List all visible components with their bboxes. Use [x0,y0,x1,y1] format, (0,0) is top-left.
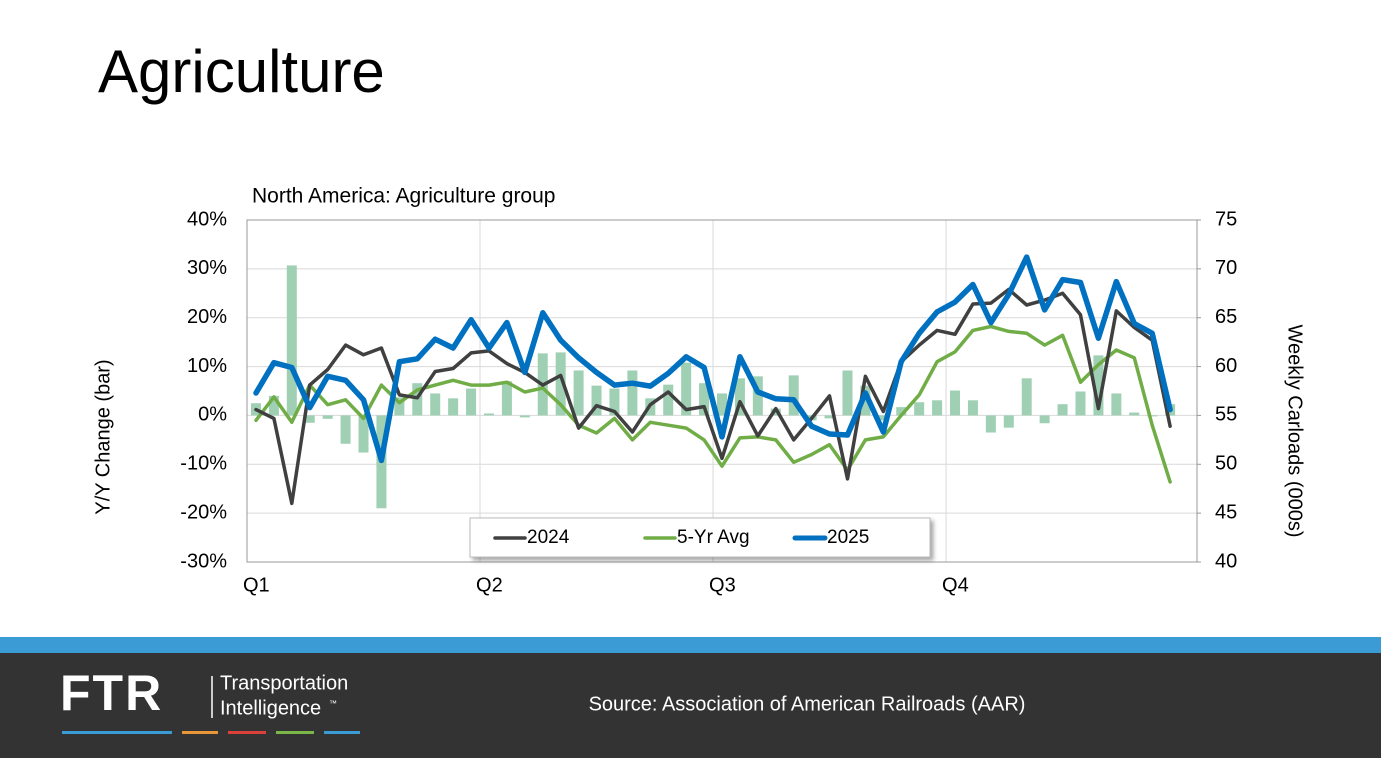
bar [573,370,584,416]
bar [609,388,620,416]
y-tick-label: -30% [180,550,227,572]
bar [932,400,943,416]
bar [1057,404,1068,416]
logo-text: Intelligence [220,697,321,719]
y-axis-title: Y/Y Change (bar) [92,359,114,514]
bar [717,393,727,416]
bar [1147,415,1158,417]
bar [1093,355,1104,416]
bar [501,381,512,416]
bar [466,388,477,416]
y2-tick-label: 50 [1215,453,1237,475]
y2-tick-label: 70 [1215,257,1237,279]
bar [842,370,853,416]
bar [878,415,889,421]
bar [1021,378,1032,416]
bar [1129,412,1140,416]
legend-box [469,517,931,558]
bar [985,415,996,433]
plot-border [246,219,1198,563]
footer [0,653,1381,758]
y2-tick-label: 55 [1215,404,1237,426]
y2-tick-label: 40 [1215,550,1237,572]
bar [914,402,925,416]
plot: -30% -20% -10% 0% 10% 20% 30% 40% 40 45 50 55 60 65 70… [180,208,1237,596]
bar [1111,393,1122,416]
bar [896,407,907,416]
bar [824,415,835,419]
logo-text: Transportation [220,672,348,694]
bar [950,390,961,416]
bar [699,383,710,416]
logo-stripe [62,731,172,734]
y-tick-label: 40% [187,208,227,230]
y-tick-label: 30% [187,257,227,279]
y-tick-label: -10% [180,453,227,475]
x-tick-label: Q4 [942,574,969,596]
bar [358,415,369,453]
logo-stripe [182,731,218,734]
bar [483,413,494,416]
logo-stripe [228,731,266,734]
bar [967,400,978,416]
x-tick-label: Q2 [476,574,503,596]
footer-band [0,637,1381,653]
bar [268,395,279,416]
bar [1003,415,1014,428]
bar [519,415,530,418]
bar [752,376,763,416]
bar [1075,391,1086,416]
legend-label: 5-Yr Avg [677,527,750,548]
y-tick-label: -20% [180,501,227,523]
y2-axis-title: Weekly Carloads (000s) [1284,324,1306,537]
y2-tick-label: 75 [1215,208,1237,230]
source-note: Source: Association of American Railroad… [589,693,1026,715]
bar [627,370,638,416]
bar [394,397,405,416]
bar [340,415,351,444]
bar [681,362,692,416]
y2-tick-label: 60 [1215,355,1237,377]
bar [322,415,333,419]
line-series [253,254,1173,464]
x-tick-label: Q3 [709,574,736,596]
plot-area [246,219,1198,563]
bar [591,385,602,416]
logo-stripe [324,731,360,734]
bar [555,352,566,416]
bar [860,385,871,416]
y2-tick-label: 65 [1215,306,1237,328]
bar [1039,415,1050,424]
bar [286,265,297,416]
logo-stripe [276,731,314,734]
legend-label: 2025 [827,527,869,548]
y2-tick-label: 45 [1215,501,1237,523]
y-tick-label: 20% [187,306,227,328]
bar [788,375,799,416]
bar [663,384,674,416]
trademark: ™ [329,699,337,708]
legend: 2024 5-Yr Avg 2025 [493,527,869,548]
line-series [254,287,1172,506]
chart-title: North America: Agriculture group [252,185,555,208]
slide-title: Agriculture [98,38,385,105]
logo: FTR [60,665,163,721]
bar [304,415,315,423]
x-tick-label: Q1 [243,574,270,596]
y-tick-label: 10% [187,355,227,377]
bar [448,398,459,416]
y-tick-label: 0% [198,404,227,426]
bar [734,378,745,416]
bar [430,393,441,416]
legend-label: 2024 [527,527,570,548]
